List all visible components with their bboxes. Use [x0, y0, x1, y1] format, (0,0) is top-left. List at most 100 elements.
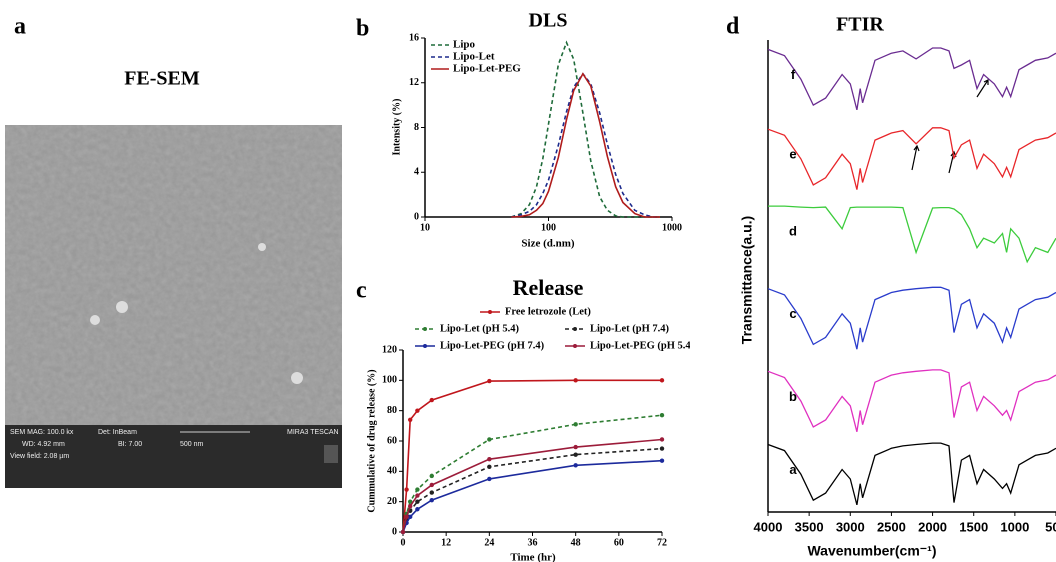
data-point: [659, 413, 665, 418]
y-tick-label: 8: [414, 122, 419, 133]
chart: Release Time (hr) Cummulative of drug rele…: [366, 275, 695, 562]
series-line: [402, 447, 663, 533]
data-point: [415, 507, 420, 512]
series-line: [767, 47, 1056, 111]
y-axis-label: Cummulative of drug release (%): [366, 369, 377, 512]
legend-label: Lipo-Let (pH 5.4): [440, 323, 520, 334]
data-point: [407, 514, 413, 520]
trace-label: d: [789, 224, 797, 239]
legend-marker: [488, 310, 492, 314]
x-tick-label: 4000: [754, 519, 783, 534]
data-point: [659, 458, 665, 463]
series-line: [767, 369, 1056, 432]
x-tick-label: 2500: [877, 519, 906, 534]
x-tick-label: 36: [528, 537, 538, 548]
x-axis-label: Size (d.nm): [521, 238, 575, 250]
data-point: [429, 473, 434, 479]
arrows: [911, 79, 989, 174]
x-tick-label: 100: [541, 222, 556, 233]
data-point: [415, 499, 420, 504]
legend-marker: [423, 327, 427, 331]
panel-label: d: [726, 14, 740, 40]
data-point: [429, 397, 434, 403]
x-axis-label: Wavenumber(cm⁻¹): [807, 543, 936, 559]
x-tick-label: 12: [441, 537, 451, 548]
sem-texture: [5, 125, 342, 425]
series-line: [402, 414, 663, 533]
data-point: [659, 378, 665, 383]
x-tick-label: 72: [657, 537, 667, 548]
data-point: [429, 497, 434, 503]
y-axis-label: Transmittance(a.u.): [739, 216, 755, 344]
chart: DLS Size (d.nm) Intensity (%) 10 100 1000 0 4 8 1…: [391, 10, 682, 250]
y-tick-label: 12: [409, 77, 419, 88]
series-line: [402, 438, 663, 533]
data-point: [487, 437, 492, 442]
x-tick-label: 2000: [918, 519, 947, 534]
panel-label: c: [356, 278, 367, 304]
panel-label: a: [14, 14, 26, 40]
sem-particle: [116, 301, 128, 313]
data-point: [407, 504, 413, 509]
sem-info: MIRA3 TESCAN: [287, 429, 339, 436]
x-tick-label: 3000: [836, 519, 865, 534]
series-line: [767, 442, 1056, 506]
sem-particle: [90, 315, 100, 325]
chart: FTIR Wavenumber(cm⁻¹) Transmittance(a.u.) 4…: [739, 14, 1056, 559]
data-point: [404, 514, 409, 520]
series-line: [402, 379, 662, 533]
data-point: [429, 482, 434, 488]
legend-label: Lipo-Let (pH 7.4): [590, 323, 670, 334]
data-point: [407, 499, 413, 504]
y-tick-label: 100: [382, 375, 397, 386]
data-point: [573, 452, 578, 457]
x-tick-label: 0: [401, 537, 406, 548]
series-line: [767, 127, 1056, 190]
data-point: [487, 378, 492, 384]
data-point: [415, 408, 420, 413]
x-tick-label: 24: [484, 537, 494, 548]
panel-label: b: [356, 16, 369, 42]
y-tick-label: 0: [392, 526, 397, 537]
sem-particle: [258, 243, 266, 251]
data-point: [659, 446, 665, 451]
x-tick-label: 500: [1045, 519, 1056, 534]
data-point: [407, 417, 413, 422]
x-tick-label: 1000: [662, 222, 682, 233]
sem-info: Det: InBeam: [98, 429, 137, 436]
trace-label: c: [789, 306, 796, 321]
legend-label: Lipo-Let-PEG: [453, 63, 521, 75]
sem-info: WD: 4.92 mm: [22, 441, 65, 448]
data-point: [404, 487, 409, 492]
data-point: [487, 464, 492, 469]
chart-title: FTIR: [836, 14, 884, 36]
data-point: [487, 457, 492, 462]
chart-title: DLS: [529, 10, 568, 32]
series-line: [511, 72, 660, 218]
x-tick-label: 10: [420, 222, 430, 233]
data-point: [429, 490, 434, 495]
series-line: [511, 40, 660, 218]
data-point: [573, 422, 578, 427]
data-point: [573, 444, 578, 450]
series-line: [511, 72, 660, 218]
legend-label: Lipo-Let-PEG (pH 7.4): [440, 340, 545, 351]
sem-title: FE-SEM: [124, 68, 200, 90]
logo: [324, 445, 338, 463]
series-line: [767, 286, 1056, 350]
trace-label: a: [789, 462, 797, 477]
sem-info: BI: 7.00: [118, 441, 142, 448]
data-point: [573, 463, 578, 468]
y-tick-label: 40: [387, 466, 397, 477]
sem-particle: [291, 372, 303, 384]
legend-label: Lipo-Let-PEG (pH 5.4): [590, 340, 695, 351]
sem-info: SEM MAG: 100.0 kx: [10, 429, 74, 436]
sem-info: 500 nm: [180, 441, 204, 448]
y-axis-label: Intensity (%): [391, 99, 402, 156]
legend-marker: [573, 344, 577, 348]
data-point: [415, 493, 420, 498]
trace-label: e: [789, 147, 796, 162]
series-line: [768, 205, 1056, 264]
series-line: [402, 459, 663, 533]
